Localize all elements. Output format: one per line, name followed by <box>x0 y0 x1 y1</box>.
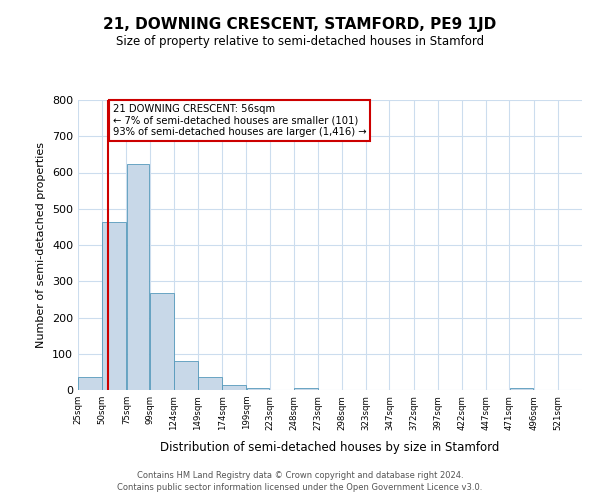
Bar <box>223 386 246 390</box>
Bar <box>198 378 222 390</box>
Bar <box>150 293 173 390</box>
Bar <box>78 376 102 390</box>
Text: Size of property relative to semi-detached houses in Stamford: Size of property relative to semi-detach… <box>116 35 484 48</box>
Bar <box>509 388 533 390</box>
Text: Contains HM Land Registry data © Crown copyright and database right 2024.: Contains HM Land Registry data © Crown c… <box>137 471 463 480</box>
Bar <box>247 388 269 390</box>
X-axis label: Distribution of semi-detached houses by size in Stamford: Distribution of semi-detached houses by … <box>160 441 500 454</box>
Text: 21, DOWNING CRESCENT, STAMFORD, PE9 1JD: 21, DOWNING CRESCENT, STAMFORD, PE9 1JD <box>103 18 497 32</box>
Bar <box>174 361 198 390</box>
Bar <box>294 388 317 390</box>
Bar <box>127 164 149 390</box>
Text: 21 DOWNING CRESCENT: 56sqm
← 7% of semi-detached houses are smaller (101)
93% of: 21 DOWNING CRESCENT: 56sqm ← 7% of semi-… <box>113 104 367 137</box>
Y-axis label: Number of semi-detached properties: Number of semi-detached properties <box>37 142 46 348</box>
Text: Contains public sector information licensed under the Open Government Licence v3: Contains public sector information licen… <box>118 484 482 492</box>
Bar <box>103 222 126 390</box>
